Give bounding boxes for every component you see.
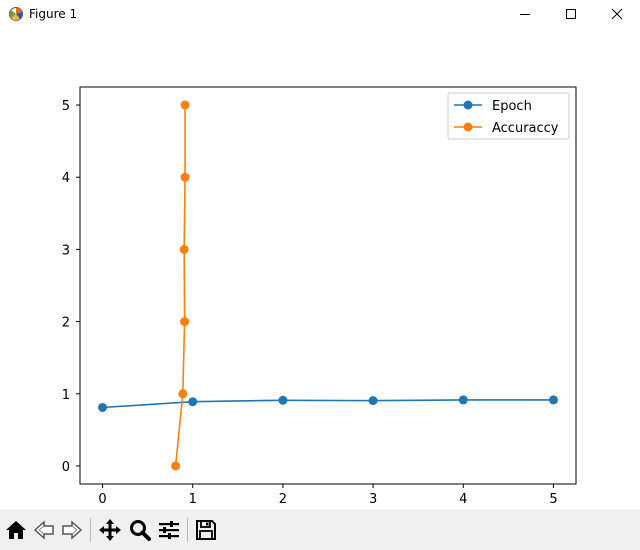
y-tick-label: 4 (62, 171, 70, 186)
line-chart: 0 1 2 3 4 5 0 1 2 3 4 5 Epoch Accuraccy (62, 86, 577, 507)
legend-marker-epoch (463, 100, 473, 110)
matplotlib-figure-icon (9, 7, 23, 21)
data-point-epoch (548, 395, 558, 405)
data-point-epoch (98, 402, 108, 412)
legend-label-epoch: Epoch (492, 99, 532, 114)
x-tick-label: 4 (459, 492, 467, 507)
data-point-epoch (188, 397, 198, 407)
x-tick-label: 1 (189, 492, 197, 507)
plot-area (79, 86, 577, 485)
home-button[interactable] (2, 516, 30, 544)
legend-marker-accuraccy (463, 122, 473, 132)
toolbar-separator (90, 518, 91, 542)
data-point-epoch (278, 395, 288, 405)
toolbar-separator (187, 518, 188, 542)
close-button[interactable] (594, 0, 640, 28)
x-tick-label: 5 (549, 492, 557, 507)
magnifier-icon (130, 520, 151, 541)
navigation-toolbar (0, 509, 640, 550)
legend: Epoch Accuraccy (447, 92, 570, 140)
series-line-accuraccy (174, 105, 186, 467)
legend-label-accuraccy: Accuraccy (492, 121, 559, 136)
forward-button[interactable] (58, 516, 86, 544)
y-tick-label: 3 (62, 243, 70, 258)
data-point-accuraccy (180, 317, 190, 327)
y-tick-label: 2 (62, 316, 70, 331)
zoom-button[interactable] (126, 516, 154, 544)
y-tick-label: 5 (62, 99, 70, 114)
maximize-button[interactable] (548, 0, 594, 28)
data-point-accuraccy (179, 244, 189, 254)
configure-subplots-button[interactable] (155, 516, 183, 544)
x-tick-label: 2 (279, 492, 287, 507)
pan-button[interactable] (96, 516, 124, 544)
data-point-epoch (458, 395, 468, 405)
back-arrow-icon (33, 520, 54, 540)
data-point-epoch (368, 396, 378, 406)
x-tick-label: 3 (369, 492, 377, 507)
sliders-icon (159, 521, 179, 539)
y-tick-label: 0 (62, 460, 70, 475)
window-titlebar: Figure 1 (0, 0, 640, 28)
figure-canvas[interactable]: 0 1 2 3 4 5 0 1 2 3 4 5 Epoch Accuraccy (0, 28, 640, 509)
data-point-accuraccy (180, 100, 190, 110)
data-point-accuraccy (171, 461, 181, 471)
data-point-accuraccy (180, 172, 190, 182)
close-icon (611, 8, 623, 20)
save-button[interactable] (192, 516, 220, 544)
window-title: Figure 1 (29, 7, 78, 21)
y-tick-label: 1 (62, 388, 70, 403)
x-tick-label: 0 (98, 492, 106, 507)
maximize-icon (566, 9, 576, 19)
minimize-button[interactable] (502, 0, 548, 28)
move-arrows-icon (99, 519, 121, 541)
data-point-accuraccy (178, 389, 188, 399)
minimize-icon (520, 14, 530, 15)
home-icon (6, 521, 26, 539)
back-button[interactable] (30, 516, 58, 544)
forward-arrow-icon (62, 520, 83, 540)
floppy-disk-icon (196, 520, 216, 540)
series-line-epoch (102, 399, 554, 409)
